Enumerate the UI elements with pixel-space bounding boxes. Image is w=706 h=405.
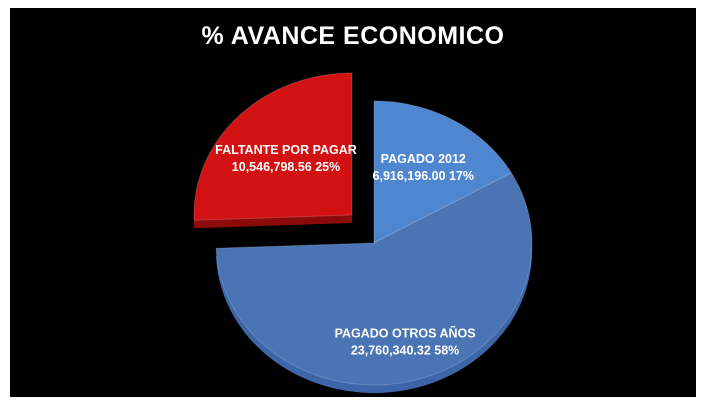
pie-slice [193, 72, 353, 221]
slice-value-label: 6,916,196.00 17% [373, 169, 474, 183]
pie-chart: PAGADO 2012 6,916,196.00 17% PAGADO OTROS … [193, 72, 533, 393]
slice-value-label: 23,760,340.32 58% [351, 343, 459, 357]
pie-labels: PAGADO 2012 6,916,196.00 17% PAGADO OTROS … [215, 143, 475, 358]
chart-background: % AVANCE ECONOMICO PAGADO 2012 6,916,196.… [10, 8, 696, 397]
slice-label: FALTANTE POR PAGAR [215, 143, 357, 157]
pie-slice [215, 172, 533, 386]
slice-label: PAGADO OTROS AÑOS [335, 325, 476, 340]
pie-slices [193, 72, 533, 393]
chart-title: % AVANCE ECONOMICO [201, 22, 505, 50]
slice-value-label: 10,546,798.56 25% [232, 160, 340, 174]
pie-slice [373, 100, 513, 244]
slice-label: PAGADO 2012 [381, 152, 466, 166]
